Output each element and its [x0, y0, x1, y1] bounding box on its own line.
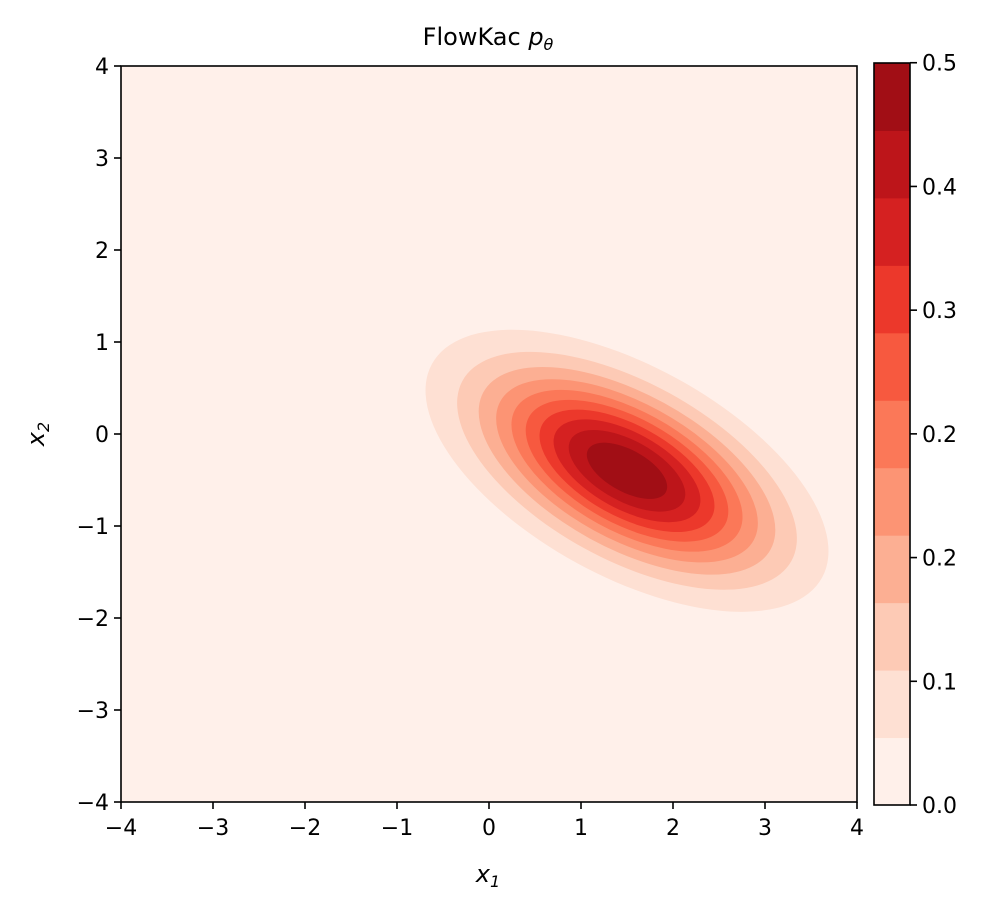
colorbar-segment: [874, 197, 910, 266]
colorbar: 0.0 0.1 0.2 0.2 0.3 0.4 0.5: [873, 52, 957, 819]
x-tick-label: 0: [482, 816, 496, 841]
colorbar-segment: [874, 400, 910, 469]
colorbar-tick-label: 0.0: [922, 794, 957, 819]
colorbar-segment: [874, 602, 910, 671]
contour-level-10: [586, 442, 668, 499]
colorbar-segment: [874, 265, 910, 334]
plot-area: [120, 65, 858, 803]
density-contours: [425, 329, 829, 612]
x-tick-label: −4: [105, 816, 137, 841]
x-tick-label: −3: [197, 816, 229, 841]
x-axis-label: x1: [475, 860, 500, 891]
colorbar-tick-label: 0.2: [922, 547, 957, 572]
y-tick-label: −3: [77, 699, 109, 724]
x-tick-label: −2: [289, 816, 321, 841]
colorbar-segment: [874, 670, 910, 739]
colorbar-tick-label: 0.2: [922, 423, 957, 448]
colorbar-segment: [874, 467, 910, 536]
y-tick-label: 2: [95, 239, 109, 264]
y-tick-label: 0: [95, 423, 109, 448]
y-axis-label: x2: [22, 422, 53, 447]
colorbar-tick-label: 0.4: [922, 175, 957, 200]
colorbar-segment: [874, 63, 910, 131]
colorbar-segment: [874, 130, 910, 199]
colorbar-segment: [874, 535, 910, 604]
y-tick-label: 1: [95, 331, 109, 356]
y-tick-label: −2: [77, 607, 109, 632]
colorbar-segment: [874, 737, 910, 806]
y-tick-label: −4: [77, 791, 109, 816]
colorbar-tick-label: 0.3: [922, 299, 957, 324]
colorbar-tick-label: 0.5: [922, 52, 957, 77]
x-tick-label: 1: [574, 816, 588, 841]
y-tick-label: 4: [95, 55, 109, 80]
x-tick-label: 2: [666, 816, 680, 841]
colorbar-segment: [874, 332, 910, 401]
x-tick-label: 3: [758, 816, 772, 841]
colorbar-tick-label: 0.1: [922, 670, 957, 695]
y-axis-ticks: −4 −3 −2 −1 0 1 2 3 4: [77, 55, 121, 816]
x-tick-label: −1: [381, 816, 413, 841]
y-tick-label: 3: [95, 147, 109, 172]
chart-title: FlowKac pθ: [423, 23, 554, 54]
x-tick-label: 4: [850, 816, 864, 841]
x-axis-ticks: −4 −3 −2 −1 0 1 2 3 4: [105, 802, 864, 841]
y-tick-label: −1: [77, 515, 109, 540]
